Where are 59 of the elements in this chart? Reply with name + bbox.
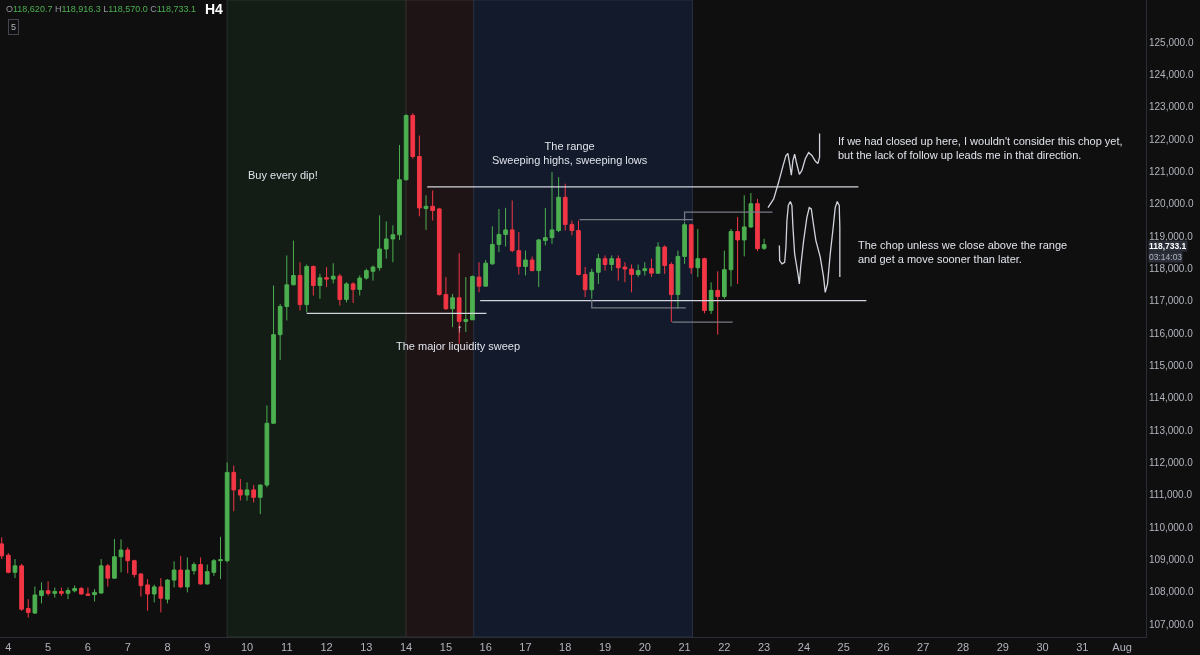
y-tick-label: 109,000.0 bbox=[1149, 553, 1194, 565]
annotation: ↑ bbox=[457, 322, 463, 334]
y-tick-label: 125,000.0 bbox=[1149, 36, 1194, 48]
x-tick-label: 31 bbox=[1076, 641, 1089, 654]
annotation: The chop unless we close above the range and get a move sooner than later. bbox=[858, 239, 1068, 266]
text: 03:14:03 bbox=[1149, 252, 1183, 262]
x-tick-label: 7 bbox=[124, 641, 131, 654]
x-tick-label: 28 bbox=[956, 641, 970, 654]
y-tick-label: 123,000.0 bbox=[1149, 101, 1194, 113]
annotation: The range Sweeping highs, sweeping lows bbox=[492, 140, 648, 167]
x-tick-label: 18 bbox=[559, 641, 572, 654]
x-tick-label: 8 bbox=[164, 641, 171, 654]
x-tick-label: 23 bbox=[758, 641, 771, 654]
y-tick-label: 113,000.0 bbox=[1149, 424, 1194, 436]
y-tick-label: 110,000.0 bbox=[1149, 521, 1194, 533]
x-tick-label: Aug bbox=[1112, 641, 1132, 654]
x-tick-label: 26 bbox=[877, 641, 890, 654]
x-tick-label: 21 bbox=[678, 641, 691, 654]
y-tick-label: 114,000.0 bbox=[1149, 392, 1194, 404]
annotation: Buy every dip! bbox=[248, 169, 318, 181]
x-tick-label: 22 bbox=[718, 641, 731, 654]
x-tick-label: 27 bbox=[917, 641, 930, 654]
x-tick-label: 13 bbox=[360, 641, 373, 654]
x-tick-label: 17 bbox=[519, 641, 532, 654]
y-tick-label: 117,000.0 bbox=[1149, 295, 1194, 307]
x-tick-label: 19 bbox=[598, 641, 612, 654]
annotation: The major liquidity sweep bbox=[396, 340, 521, 352]
y-tick-label: 112,000.0 bbox=[1149, 456, 1194, 468]
y-tick-label: 119,000.0 bbox=[1149, 230, 1194, 242]
y-tick-label: 122,000.0 bbox=[1149, 133, 1194, 145]
y-tick-label: 116,000.0 bbox=[1149, 327, 1194, 339]
annotation: If we had closed up here, I wouldn't consider this chop yet, but the lack of follow up leads me in that direction. bbox=[838, 135, 1123, 162]
x-tick-label: 24 bbox=[797, 641, 811, 654]
x-tick-label: 20 bbox=[638, 641, 651, 654]
x-tick-label: 5 bbox=[45, 641, 52, 654]
x-tick-label: 30 bbox=[1036, 641, 1049, 654]
x-tick-label: 16 bbox=[479, 641, 492, 654]
x-tick-label: 10 bbox=[240, 641, 254, 654]
annotation: H4 bbox=[205, 1, 224, 17]
y-tick-label: 107,000.0 bbox=[1149, 618, 1194, 630]
x-tick-label: 6 bbox=[84, 641, 91, 654]
x-tick-label: 12 bbox=[320, 641, 333, 654]
y-tick-label: 124,000.0 bbox=[1149, 68, 1194, 80]
x-tick-label: 11 bbox=[281, 641, 293, 654]
y-tick-label: 108,000.0 bbox=[1149, 586, 1194, 598]
annotation: 5 bbox=[11, 22, 17, 32]
x-tick-label: 9 bbox=[204, 641, 211, 654]
text: 118,733.1 bbox=[1149, 241, 1187, 251]
x-tick-label: 14 bbox=[400, 641, 413, 654]
x-tick-label: 25 bbox=[837, 641, 850, 654]
x-tick-label: 4 bbox=[5, 641, 12, 654]
x-tick-label: 15 bbox=[439, 641, 453, 654]
y-tick-label: 115,000.0 bbox=[1149, 359, 1194, 371]
annotation: O118,620.7 H118,916.3 L118,570.0 C118,733.1 bbox=[6, 4, 197, 14]
y-tick-label: 120,000.0 bbox=[1149, 198, 1194, 210]
x-tick-label: 29 bbox=[996, 641, 1009, 654]
y-tick-label: 118,000.0 bbox=[1149, 262, 1194, 274]
y-tick-label: 121,000.0 bbox=[1149, 165, 1194, 177]
y-tick-label: 111,000.0 bbox=[1149, 489, 1193, 501]
